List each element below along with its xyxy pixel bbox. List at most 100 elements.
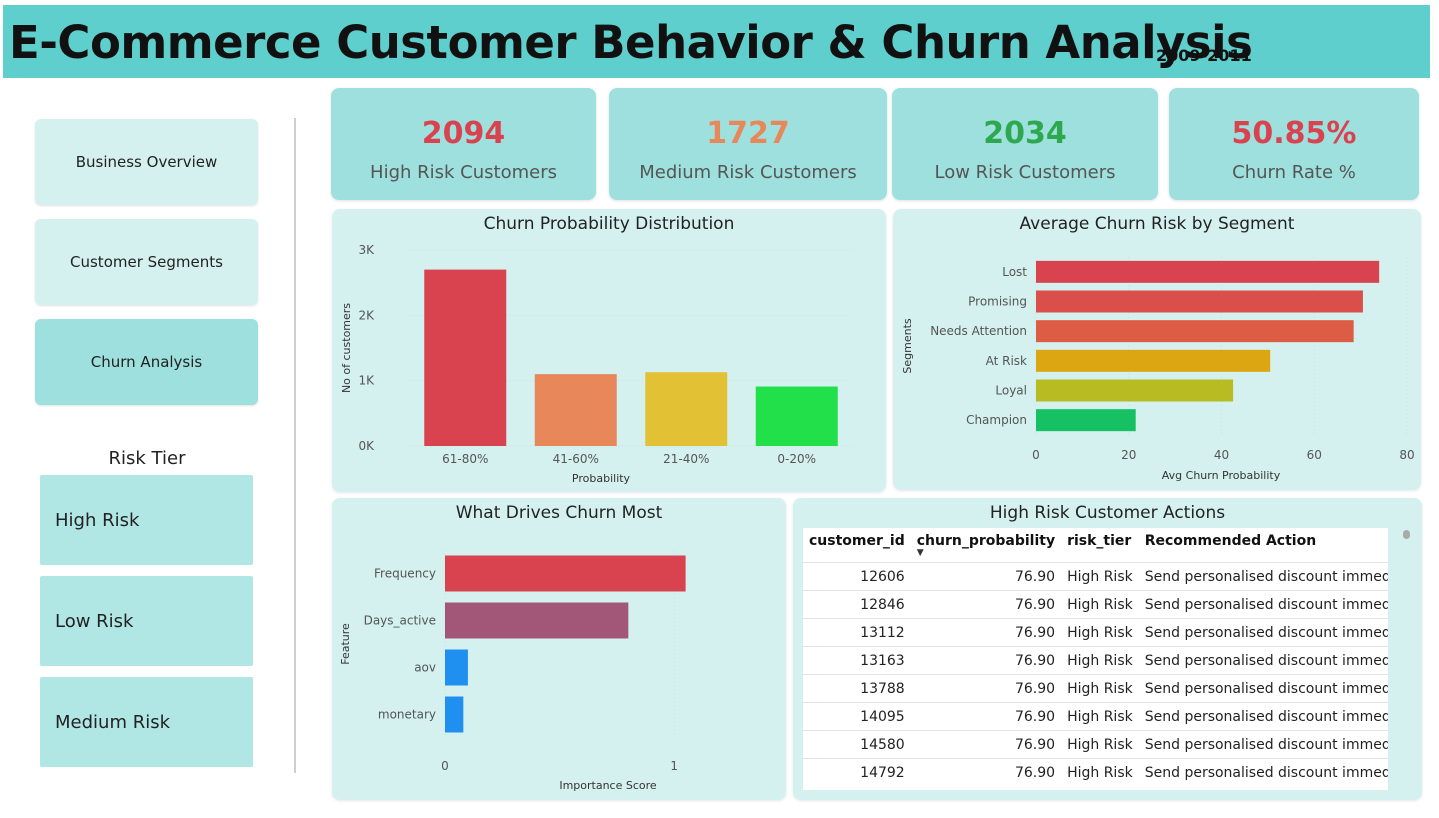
nav-button-label: Customer Segments [70, 253, 223, 271]
cell-risk-tier: High Risk [1061, 562, 1139, 591]
x-tick-label: 21-40% [663, 452, 709, 466]
kpi-label: Low Risk Customers [934, 162, 1116, 183]
table-row[interactable]: 13112 76.90 High Risk Send personalised dis… [803, 618, 1388, 647]
bar [1036, 320, 1354, 343]
kpi-label: Churn Rate % [1232, 162, 1356, 183]
y-tick-label: monetary [378, 708, 436, 722]
bar [445, 602, 629, 639]
x-tick-label: 1 [670, 759, 678, 773]
cell-recommended-action: Send personalised discount immediately [1138, 618, 1388, 647]
kpi-label: Medium Risk Customers [639, 162, 857, 183]
nav-customer-segments-button[interactable]: Customer Segments [35, 219, 258, 305]
x-tick-label: 0 [1032, 448, 1040, 462]
cell-churn-probability: 76.90 [910, 618, 1062, 647]
table-row[interactable]: 13788 76.90 High Risk Send personalised dis… [803, 674, 1388, 703]
column-header-churn-probability[interactable]: churn_probability ▼ [911, 528, 1061, 563]
nav-button-label: Business Overview [75, 153, 218, 171]
y-axis-title: Segments [901, 318, 914, 374]
bar [1036, 349, 1271, 372]
cell-churn-probability: 76.90 [910, 674, 1062, 703]
cell-risk-tier: High Risk [1061, 730, 1139, 759]
sort-descending-icon: ▼ [916, 548, 924, 558]
y-tick-label: Promising [968, 295, 1027, 309]
risk-tier-medium-button[interactable]: Medium Risk [40, 677, 253, 767]
chart-title: Average Churn Risk by Segment [1019, 214, 1295, 234]
bar [645, 372, 728, 446]
bar [445, 555, 686, 592]
cell-customer-id: 14792 [803, 758, 911, 786]
x-axis-title: Importance Score [559, 779, 657, 792]
x-tick-label: 0 [441, 759, 449, 773]
cell-churn-probability: 76.90 [910, 730, 1062, 759]
risk-tier-low-button[interactable]: Low Risk [40, 576, 253, 666]
table-row[interactable]: 14580 76.90 High Risk Send personalised dis… [803, 730, 1388, 759]
cell-recommended-action: Send personalised discount immediately [1138, 590, 1388, 619]
x-tick-label: 20 [1121, 448, 1136, 462]
table-title: High Risk Customer Actions [989, 503, 1226, 523]
churn-distribution-chart: 0K 1K 2K 3K 61-80% 41-60% 21-40% 0-20% Probabili… [340, 243, 852, 485]
y-tick-label: 3K [358, 243, 375, 257]
column-header-customer-id[interactable]: customer_id [803, 528, 911, 563]
cell-recommended-action: Send personalised discount immediately [1138, 646, 1388, 675]
cell-customer-id: 12606 [803, 562, 911, 591]
x-axis-title: Probability [572, 472, 631, 485]
table-row[interactable]: 13163 76.90 High Risk Send personalised dis… [803, 646, 1388, 675]
kpi-value: 1727 [706, 116, 790, 151]
y-tick-label: Loyal [995, 384, 1027, 398]
bar [445, 696, 464, 733]
bar [1036, 260, 1380, 283]
high-risk-actions-panel: High Risk Customer Actions customer_id c… [793, 498, 1422, 800]
scrollbar-thumb[interactable] [1403, 530, 1410, 539]
cell-recommended-action: Send personalised discount immediately [1138, 702, 1388, 731]
nav-button-label: Churn Analysis [90, 353, 203, 371]
y-tick-label: Champion [966, 413, 1027, 427]
cell-risk-tier: High Risk [1061, 590, 1139, 619]
y-axis-title: No of customers [340, 303, 353, 393]
high-risk-actions-table[interactable]: customer_id churn_probability ▼ risk_tier… [803, 528, 1388, 790]
table-scrollbar[interactable] [1401, 528, 1411, 790]
cell-customer-id: 13112 [803, 618, 911, 647]
churn-distribution-panel: Churn Probability Distribution 0K 1K 2K 3K 6… [332, 209, 886, 492]
cell-recommended-action: Send personalised discount immediately [1138, 562, 1388, 591]
cell-customer-id: 13163 [803, 646, 911, 675]
kpi-card-high-risk: 2094 High Risk Customers [331, 88, 596, 200]
column-header-recommended-action[interactable]: Recommended Action [1139, 528, 1388, 563]
y-tick-label: 2K [358, 308, 375, 322]
x-tick-label: 80 [1399, 448, 1414, 462]
date-range-label: 2009-2011 [1156, 46, 1252, 65]
y-tick-label: Days_active [364, 614, 436, 628]
page-title: E-Commerce Customer Behavior & Churn Ana… [9, 16, 1253, 69]
x-tick-label: 0-20% [777, 452, 816, 466]
y-tick-label: At Risk [986, 354, 1027, 368]
risk-tier-high-button[interactable]: High Risk [40, 475, 253, 565]
kpi-value: 2034 [983, 116, 1067, 151]
y-tick-label: Lost [1002, 265, 1027, 279]
cell-risk-tier: High Risk [1061, 618, 1139, 647]
segment-risk-chart: 0 20 40 60 80 Lost Promising Needs Attention At … [901, 257, 1415, 482]
y-tick-label: 1K [358, 374, 375, 388]
table-row[interactable]: 14792 76.90 High Risk Send personalised dis… [803, 758, 1388, 786]
cell-churn-probability: 76.90 [910, 758, 1062, 786]
cell-risk-tier: High Risk [1061, 646, 1139, 675]
cell-customer-id: 12846 [803, 590, 911, 619]
column-header-risk-tier[interactable]: risk_tier [1061, 528, 1139, 563]
bar [1036, 409, 1136, 432]
cell-risk-tier: High Risk [1061, 702, 1139, 731]
y-axis-title: Feature [339, 623, 352, 665]
x-tick-label: 41-60% [553, 452, 599, 466]
kpi-value: 2094 [421, 116, 506, 151]
cell-churn-probability: 76.90 [910, 646, 1062, 675]
table-row[interactable]: 12846 76.90 High Risk Send personalised dis… [803, 590, 1388, 619]
kpi-card-low-risk: 2034 Low Risk Customers [892, 88, 1158, 200]
nav-churn-analysis-button[interactable]: Churn Analysis [35, 319, 258, 405]
table-row[interactable]: 14095 76.90 High Risk Send personalised dis… [803, 702, 1388, 731]
kpi-label: High Risk Customers [370, 162, 557, 183]
cell-churn-probability: 76.90 [910, 702, 1062, 731]
bar [1036, 379, 1234, 402]
bar [755, 386, 838, 446]
risk-tier-label: Medium Risk [55, 711, 171, 733]
column-header-label: risk_tier [1067, 533, 1132, 549]
y-tick-label: 0K [358, 439, 375, 453]
table-row[interactable]: 12606 76.90 High Risk Send personalised dis… [803, 562, 1388, 591]
nav-business-overview-button[interactable]: Business Overview [35, 119, 258, 205]
